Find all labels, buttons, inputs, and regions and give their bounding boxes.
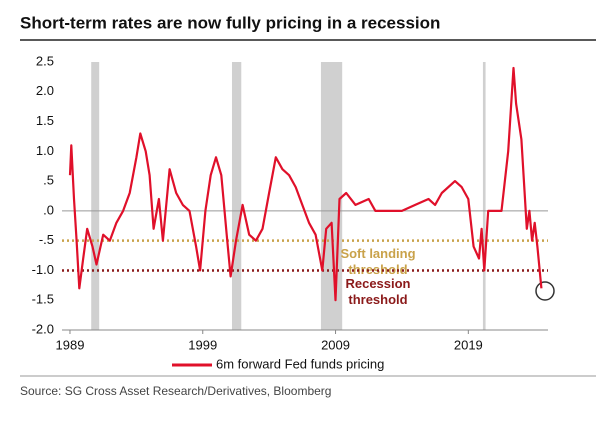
threshold-label: threshold: [348, 292, 407, 307]
recession-band: [320, 62, 343, 330]
y-tick-label: .0: [43, 202, 54, 217]
y-tick-label: 2.5: [36, 53, 54, 68]
y-tick-label: 2.0: [36, 83, 54, 98]
legend-label: 6m forward Fed funds pricing: [216, 356, 384, 371]
recession-band: [91, 62, 100, 330]
y-tick-label: -2.0: [32, 321, 54, 336]
x-tick-label: 2019: [454, 337, 483, 352]
data-line: [68, 66, 543, 302]
y-tick-label: .5: [43, 173, 54, 188]
chart-title: Short-term rates are now fully pricing i…: [20, 13, 440, 32]
x-tick-label: 1999: [188, 337, 217, 352]
x-tick-label: 1989: [56, 337, 85, 352]
recession-band: [231, 62, 242, 330]
y-tick-label: 1.0: [36, 143, 54, 158]
source: Source: SG Cross Asset Research/Derivati…: [20, 384, 331, 398]
x-tick-label: 2009: [321, 337, 350, 352]
highlight-circle: [535, 281, 555, 301]
recession-band: [482, 62, 486, 330]
y-tick-label: -1.0: [32, 262, 54, 277]
threshold-label: Recession: [345, 276, 410, 291]
threshold-label: Soft landing: [340, 246, 415, 261]
y-tick-label: 1.5: [36, 113, 54, 128]
y-tick-label: -1.5: [32, 292, 54, 307]
y-tick-label: -.5: [39, 232, 54, 247]
